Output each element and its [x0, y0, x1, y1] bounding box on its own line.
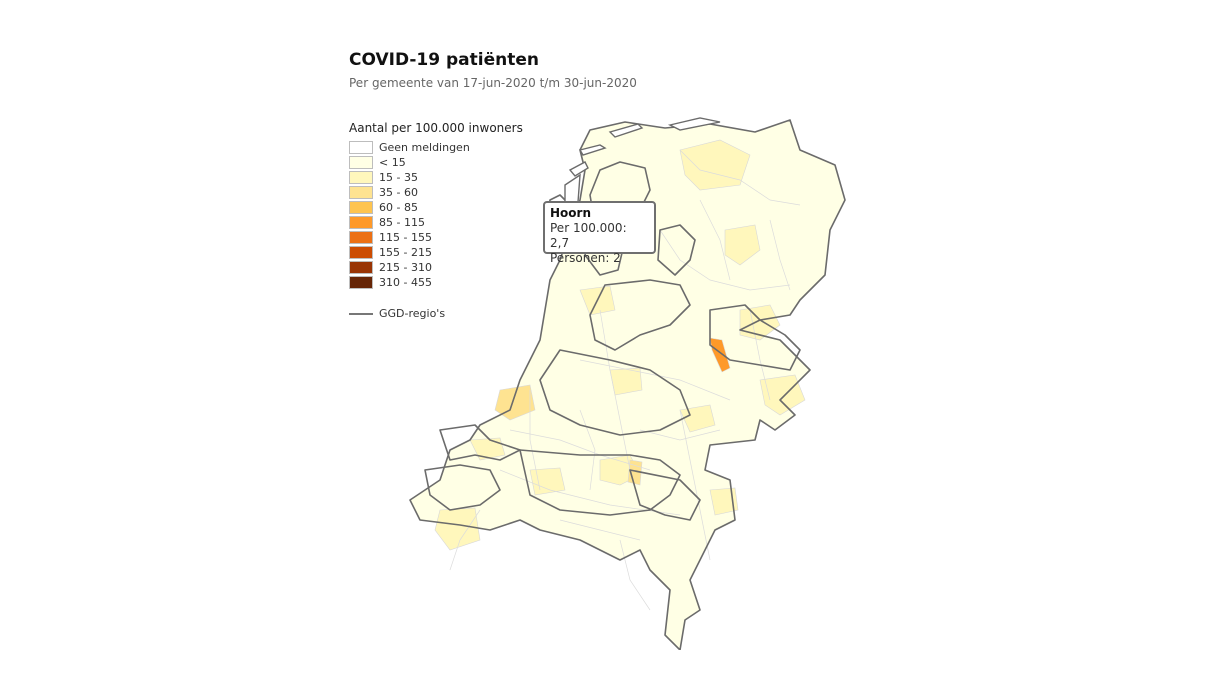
municipality-region[interactable]	[759, 374, 806, 416]
legend-label: Geen meldingen	[379, 141, 470, 154]
legend-swatch	[349, 186, 373, 199]
ggd-line-swatch	[349, 312, 373, 315]
legend-item: 310 - 455	[349, 275, 523, 290]
legend-swatch	[349, 231, 373, 244]
legend-label: 15 - 35	[379, 171, 418, 184]
municipality-region[interactable]	[434, 507, 481, 551]
legend-swatch	[349, 171, 373, 184]
legend-label: 310 - 455	[379, 276, 432, 289]
legend-label: 85 - 115	[379, 216, 425, 229]
municipality-region[interactable]	[739, 304, 781, 341]
municipality-region[interactable]	[709, 487, 739, 516]
tooltip-municipality-name: Hoorn	[550, 206, 591, 220]
legend-label: 115 - 155	[379, 231, 432, 244]
legend-item: 155 - 215	[349, 245, 523, 260]
municipality-region[interactable]	[724, 224, 761, 266]
municipality-region[interactable]	[679, 139, 751, 191]
municipality-region[interactable]	[529, 467, 566, 496]
legend-swatch	[349, 201, 373, 214]
legend-item: 115 - 155	[349, 230, 523, 245]
legend-swatch	[349, 141, 373, 154]
legend-swatch	[349, 276, 373, 289]
chart-title: COVID-19 patiënten	[349, 50, 539, 70]
legend-swatch	[349, 261, 373, 274]
legend-item: < 15	[349, 155, 523, 170]
legend-item: 60 - 85	[349, 200, 523, 215]
map-legend: Aantal per 100.000 inwoners Geen melding…	[349, 121, 523, 320]
municipality-region[interactable]	[709, 337, 731, 373]
tooltip-per-100k: Per 100.000: 2,7	[550, 221, 627, 250]
legend-label: 35 - 60	[379, 186, 418, 199]
municipalities-layer[interactable]	[410, 120, 845, 650]
municipality-tooltip: Hoorn Per 100.000: 2,7 Personen: 2	[543, 201, 656, 265]
legend-ggd-label: GGD-regio's	[379, 307, 446, 320]
legend-items: Geen meldingen < 15 15 - 35 35 - 60 60 - 85 8…	[349, 140, 523, 290]
legend-swatch	[349, 246, 373, 259]
legend-swatch	[349, 216, 373, 229]
legend-label: 215 - 310	[379, 261, 432, 274]
netherlands-map[interactable]	[380, 110, 880, 650]
legend-item-ggd: GGD-regio's	[349, 307, 523, 320]
legend-label: < 15	[379, 156, 406, 169]
legend-item: 215 - 310	[349, 260, 523, 275]
legend-title: Aantal per 100.000 inwoners	[349, 121, 523, 135]
municipality-region[interactable]	[609, 367, 643, 396]
legend-label: 155 - 215	[379, 246, 432, 259]
legend-swatch	[349, 156, 373, 169]
municipality-region[interactable]	[469, 437, 506, 461]
legend-item: 15 - 35	[349, 170, 523, 185]
municipality-region[interactable]	[494, 384, 536, 421]
tooltip-persons: Personen: 2	[550, 251, 621, 265]
legend-label: 60 - 85	[379, 201, 418, 214]
legend-item: 85 - 115	[349, 215, 523, 230]
legend-item: 35 - 60	[349, 185, 523, 200]
legend-item: Geen meldingen	[349, 140, 523, 155]
chart-subtitle: Per gemeente van 17-jun-2020 t/m 30-jun-…	[349, 76, 637, 90]
